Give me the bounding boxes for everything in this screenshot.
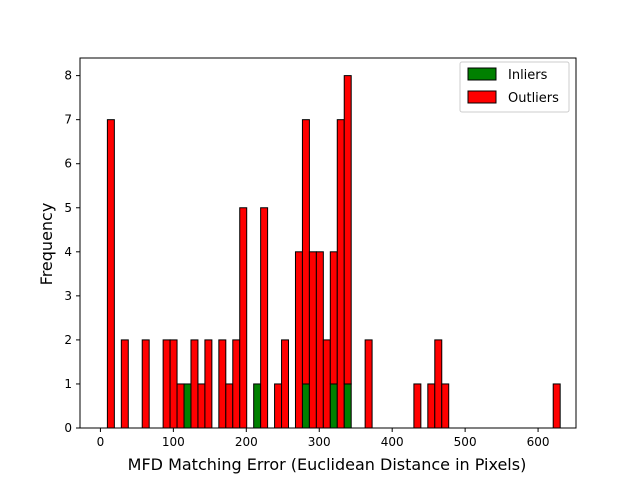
histogram-bar-inliers [301,383,310,429]
histogram-bar-outliers [197,383,206,429]
histogram-bar-outliers [162,339,171,429]
histogram-bar-outliers [190,339,199,429]
histogram-bar-outliers [232,339,241,429]
x-tick-label: 600 [527,435,550,449]
histogram-bar-outliers [106,119,115,429]
y-tick-label: 0 [64,421,72,435]
histogram-bar-outliers [294,251,303,429]
legend-label-outliers: Outliers [508,91,559,106]
legend-label-inliers: Inliers [508,68,548,83]
histogram-bar-outliers [322,339,331,429]
axes-layer: 0 100 200 300 400 500 600 0 1 2 3 4 5 6 7 8 [64,57,577,449]
y-axis-label: Frequency [37,203,56,286]
histogram-bar-outliers [281,339,290,429]
y-tick-label: 1 [64,377,72,391]
x-axis-label: MFD Matching Error (Euclidean Distance i… [128,455,527,474]
histogram-bar-inliers [343,383,352,429]
histogram-bar-outliers [120,339,129,429]
histogram-bar-outliers [329,251,338,385]
y-tick-label: 2 [64,333,72,347]
histogram-bar-outliers [434,339,443,429]
histogram-bar-outliers [204,339,213,429]
y-tick-label: 4 [64,245,72,259]
histogram-bar-inliers [253,383,262,429]
histogram-bar-outliers [343,75,352,385]
x-tick-label: 500 [454,435,477,449]
histogram-bar-outliers [315,251,324,429]
histogram-bar-outliers [141,339,150,429]
histogram-bar-outliers [427,383,436,429]
histogram-bar-outliers [169,339,178,429]
histogram-bar-outliers [274,383,283,429]
plot-frame [79,57,577,429]
y-tick-label: 8 [64,69,72,83]
histogram-bar-outliers [301,119,310,385]
histogram-bar-outliers [218,339,227,429]
histogram-bar-outliers [552,383,561,429]
histogram-bar-outliers [364,339,373,429]
y-tick-label: 5 [64,201,72,215]
histogram-bar-outliers [413,383,422,429]
histogram-bar-inliers [329,383,338,429]
legend: Inliers Outliers [459,61,570,113]
x-tick-label: 400 [381,435,404,449]
histogram-bar-outliers [239,207,248,429]
y-tick-label: 6 [64,157,72,171]
x-tick-label: 300 [308,435,331,449]
x-tick-label: 100 [162,435,185,449]
x-tick-label: 0 [97,435,105,449]
legend-swatch-outliers [467,90,497,104]
histogram-bar-outliers [176,383,185,429]
histogram-bar-outliers [308,251,317,429]
bars-layer [106,75,561,429]
histogram-bar-outliers [225,383,234,429]
histogram-bar-outliers [441,383,450,429]
histogram-bar-outliers [260,207,269,429]
x-tick-label: 200 [235,435,258,449]
y-tick-label: 3 [64,289,72,303]
histogram-bar-outliers [336,119,345,429]
histogram-bar-inliers [183,383,192,429]
y-tick-label: 7 [64,113,72,127]
legend-swatch-inliers [467,67,497,81]
